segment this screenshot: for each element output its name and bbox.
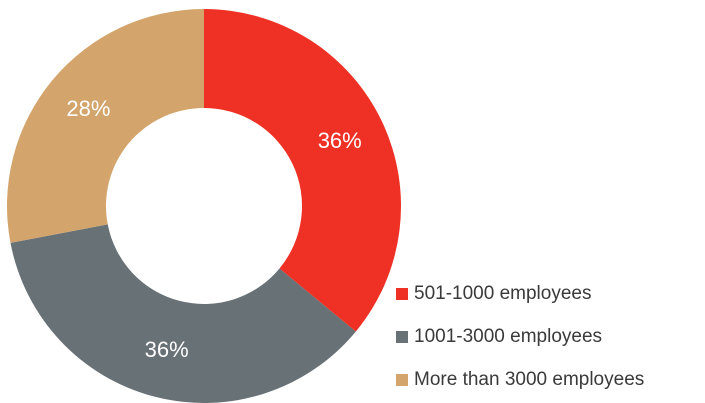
chart-legend: 501-1000 employees 1001-3000 employees M… bbox=[396, 283, 702, 403]
legend-item-501-1000: 501-1000 employees bbox=[396, 283, 702, 305]
data-labels-group: 36% 36% 28% bbox=[66, 96, 361, 362]
legend-label-501-1000: 501-1000 employees bbox=[414, 283, 592, 304]
legend-item-3000-plus: More than 3000 employees bbox=[396, 369, 702, 391]
legend-swatch-3000-plus bbox=[396, 374, 408, 386]
legend-label-1001-3000: 1001-3000 employees bbox=[414, 326, 603, 347]
legend-label-3000-plus: More than 3000 employees bbox=[414, 369, 645, 390]
legend-item-1001-3000: 1001-3000 employees bbox=[396, 326, 702, 348]
slice-1001-3000 bbox=[10, 224, 356, 403]
slice-3000-plus bbox=[6, 9, 205, 243]
legend-swatch-501-1000 bbox=[396, 288, 408, 300]
legend-swatch-1001-3000 bbox=[396, 331, 408, 343]
slice-501-1000 bbox=[204, 9, 401, 332]
data-label-501-1000: 36% bbox=[318, 128, 362, 153]
data-label-1001-3000: 36% bbox=[145, 337, 189, 362]
slices-group bbox=[6, 9, 401, 403]
data-label-3000-plus: 28% bbox=[66, 96, 110, 121]
